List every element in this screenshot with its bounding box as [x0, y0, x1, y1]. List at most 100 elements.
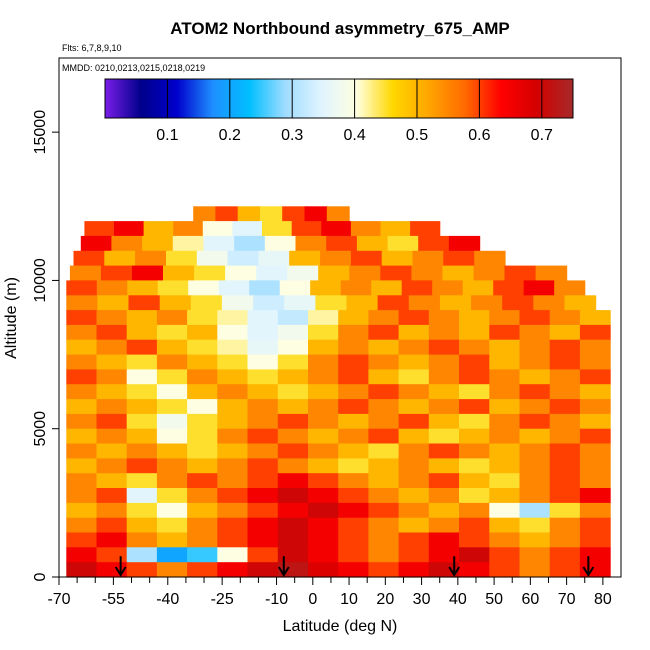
heat-cell — [194, 265, 226, 281]
heat-cell — [66, 473, 98, 489]
heat-cell — [489, 443, 521, 459]
heat-cell — [338, 310, 369, 326]
heat-cell — [428, 428, 460, 445]
heat-cell — [217, 384, 249, 400]
heat-cell — [412, 250, 444, 267]
heat-cell — [310, 280, 342, 296]
heat-cell — [247, 354, 279, 370]
heat-cell — [96, 324, 128, 341]
heat-cell — [428, 354, 460, 370]
heat-cell — [432, 280, 464, 296]
heat-cell — [66, 488, 98, 504]
heat-cell — [217, 354, 249, 370]
heat-cell — [320, 250, 352, 267]
heat-cell — [187, 354, 218, 370]
heat-cell — [519, 369, 551, 385]
heat-cell — [126, 532, 158, 548]
heat-cell — [489, 339, 521, 356]
heat-cell — [247, 562, 279, 578]
heat-cell — [100, 265, 133, 281]
heat-cell — [262, 221, 293, 237]
heat-cell — [519, 502, 551, 519]
heat-cell — [66, 280, 98, 296]
heat-cell — [308, 562, 339, 578]
colorbar-gradient — [104, 78, 574, 119]
heat-cell — [126, 339, 158, 356]
heat-cell — [398, 339, 430, 356]
heat-cell — [217, 399, 249, 415]
heat-cell — [459, 488, 490, 504]
heat-cell — [398, 517, 430, 534]
heat-cell — [408, 295, 441, 311]
heat-cell — [247, 547, 279, 563]
heat-cell — [549, 443, 581, 459]
heat-cell — [398, 488, 430, 504]
heat-cell — [308, 339, 339, 356]
heat-cell — [398, 310, 430, 326]
heat-cell — [225, 265, 257, 281]
heat-cell — [190, 295, 223, 311]
heat-cell — [459, 443, 490, 459]
heat-cell — [398, 458, 430, 474]
heat-cell — [166, 250, 198, 267]
heat-cell — [217, 532, 249, 548]
x-tick-label: 20 — [376, 591, 394, 608]
heat-cell — [549, 384, 581, 400]
heat-cell — [217, 488, 249, 504]
heat-cell — [156, 339, 188, 356]
heat-cell — [549, 324, 581, 341]
heat-cell — [247, 502, 279, 519]
heat-cell — [398, 324, 430, 341]
heat-cell — [163, 265, 195, 281]
heat-cell — [519, 458, 551, 474]
heat-cell — [188, 280, 220, 296]
heat-cell — [489, 547, 521, 563]
heat-cell — [96, 428, 128, 445]
heat-cell — [277, 413, 309, 430]
heat-cell — [519, 384, 551, 400]
heat-cell — [308, 458, 339, 474]
heat-cell — [69, 265, 102, 281]
heat-cell — [428, 517, 460, 534]
heat-cell — [156, 488, 188, 504]
heat-cell — [127, 280, 159, 296]
heat-cell — [308, 488, 339, 504]
heat-cell — [459, 428, 490, 445]
heat-cell — [338, 443, 369, 459]
heat-cell — [247, 443, 279, 459]
heat-cell — [126, 562, 158, 578]
heat-cell — [187, 547, 218, 563]
heat-cell — [519, 428, 551, 445]
heat-cell — [156, 384, 188, 400]
heat-cell — [253, 295, 285, 311]
heat-cell — [459, 369, 490, 385]
heat-cell — [187, 488, 218, 504]
heat-cell — [579, 324, 611, 341]
heat-cell — [126, 399, 158, 415]
heat-cell — [428, 473, 460, 489]
heat-cell — [277, 458, 309, 474]
heat-cell — [459, 458, 490, 474]
heat-cell — [338, 324, 369, 341]
heat-cell — [126, 310, 158, 326]
heat-cell — [308, 369, 339, 385]
x-tick-label: 0 — [308, 591, 317, 608]
heat-cell — [277, 339, 309, 356]
heat-cell — [66, 324, 98, 341]
heat-cell — [549, 413, 581, 430]
heat-cell — [187, 428, 218, 445]
heat-cell — [247, 324, 279, 341]
heat-cell — [156, 324, 188, 341]
heat-cell — [318, 265, 350, 281]
heat-cell — [418, 235, 450, 252]
heat-cell — [549, 458, 581, 474]
heat-cell — [398, 443, 430, 459]
heat-cell — [338, 354, 369, 370]
heat-cell — [401, 280, 433, 296]
heat-cell — [489, 413, 521, 430]
heat-cell — [247, 310, 279, 326]
heat-cell — [533, 295, 565, 311]
heat-cell — [489, 354, 521, 370]
heat-cell — [282, 206, 306, 222]
heat-cell — [459, 547, 490, 563]
